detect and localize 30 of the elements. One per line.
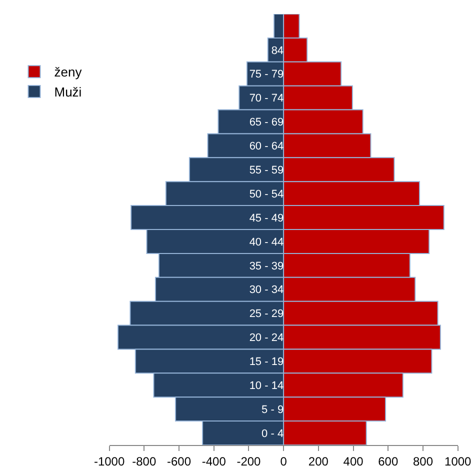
x-tick-label: 600 xyxy=(378,454,398,468)
x-tick-label: -200 xyxy=(236,454,262,468)
y-tick-label: 84 xyxy=(271,44,284,57)
y-tick-label: 35 - 39 xyxy=(249,260,284,272)
y-tick-label: 65 - 69 xyxy=(249,116,284,129)
y-tick-label: 15 - 19 xyxy=(249,356,284,368)
x-tick-label: 0 xyxy=(280,454,288,468)
y-tick-label: 25 - 29 xyxy=(249,308,284,320)
y-tick-label: 50 - 54 xyxy=(249,188,284,200)
y-tick-label: 75 - 79 xyxy=(249,68,284,81)
x-tick-label: -800 xyxy=(132,454,156,468)
legend-label: Muži xyxy=(54,84,82,100)
x-tick-label: -1000 xyxy=(94,454,125,468)
y-tick-label: 5 - 9 xyxy=(262,404,284,416)
x-tick-label: 200 xyxy=(308,454,329,468)
y-tick-label: 45 - 49 xyxy=(249,212,284,224)
y-tick-label: 70 - 74 xyxy=(249,92,284,105)
y-tick-label: 40 - 44 xyxy=(249,236,284,248)
legend-label: ženy xyxy=(54,64,82,80)
x-tick-label: 800 xyxy=(412,454,434,468)
y-tick-label: 0 - 4 xyxy=(262,428,284,440)
y-tick-label: 30 - 34 xyxy=(249,284,284,296)
y-tick-label: 60 - 64 xyxy=(249,140,284,153)
x-tick-label: 1000 xyxy=(444,454,472,468)
y-tick-label: 20 - 24 xyxy=(249,332,284,344)
y-tick-label: 10 - 14 xyxy=(249,380,284,392)
x-tick-label: -400 xyxy=(202,454,226,468)
y-tick-label: 55 - 59 xyxy=(249,164,284,176)
x-tick-label: -600 xyxy=(166,454,192,468)
x-tick-label: 400 xyxy=(343,454,364,468)
